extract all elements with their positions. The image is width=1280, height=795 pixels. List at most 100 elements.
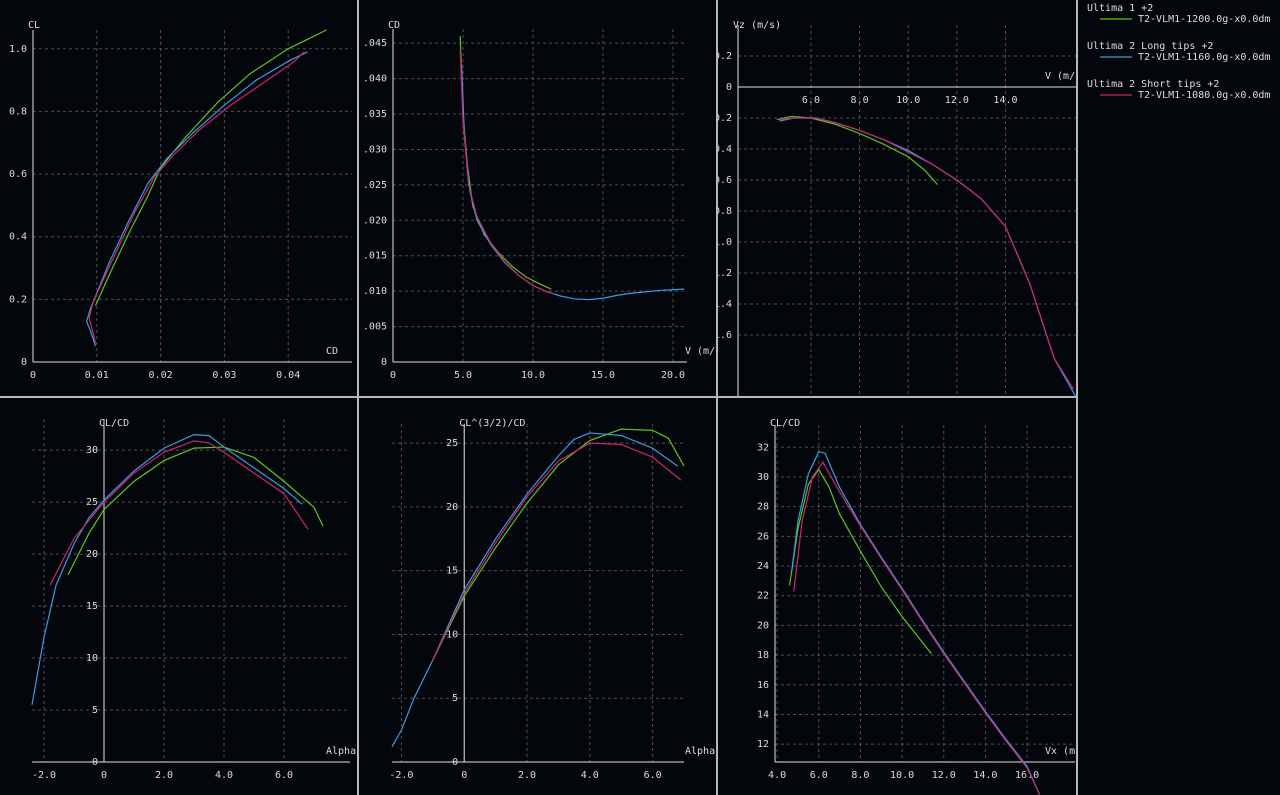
x-tick-label: 6.0 [810, 770, 828, 781]
series-line [31, 433, 303, 705]
y-tick-label: 32 [757, 442, 769, 453]
y-tick-label: 0 [726, 82, 732, 93]
y-tick-label: 20 [86, 549, 98, 560]
y-tick-label: 0.4 [714, 144, 732, 155]
x-tick-label: 20.0 [661, 370, 685, 381]
legend: Ultima 1 +2T2-VLM1-1200.0g-x0.0dm Ultima … [1087, 3, 1270, 101]
x-tick-label: 16.0 [1015, 770, 1039, 781]
series-line [67, 446, 324, 576]
x-tick-label: 0 [461, 770, 467, 781]
y-tick-label: 0.6 [9, 169, 27, 180]
y-tick-label: 0.2 [714, 113, 732, 124]
y-tick-label: .045 [363, 38, 387, 49]
x-tick-label: 0 [30, 370, 36, 381]
x-tick-label: 0 [390, 370, 396, 381]
x-tick-label: 0.04 [276, 370, 300, 381]
y-tick-label: .020 [363, 215, 387, 226]
y-tick-label: 28 [757, 502, 769, 513]
y-tick-label: 15 [86, 601, 98, 612]
series-line [391, 432, 679, 747]
series-line [88, 51, 305, 344]
y-tick-label: 0.2 [9, 294, 27, 305]
x-axis-label: V (m/ [1045, 71, 1075, 82]
y-tick-label: 20 [757, 620, 769, 631]
x-tick-label: 0.03 [212, 370, 236, 381]
x-tick-label: 0.02 [149, 370, 173, 381]
chart-panel: 0 .005 .010 .015 .020 .025 .030 .035 .040 .045 0 5.… [363, 20, 715, 381]
y-tick-label: 1.0 [714, 237, 732, 248]
series-line [793, 460, 1041, 795]
y-tick-label: 12 [757, 739, 769, 750]
chart-panel: -0.2 0 0.2 0.4 0.6 0.8 1.0 1.2 1.4 1.6 6.0 8.0 10.0 1… [708, 20, 1076, 396]
x-tick-label: 15.0 [591, 370, 615, 381]
y-tick-label: 0.8 [9, 106, 27, 117]
x-tick-label: 14.0 [993, 95, 1017, 106]
y-tick-label: 25 [86, 497, 98, 508]
y-tick-label: 25 [446, 438, 458, 449]
y-tick-label: 1.4 [714, 299, 732, 310]
series-line [85, 51, 308, 347]
x-axis-label: V (m/ [685, 346, 715, 357]
y-tick-label: .030 [363, 144, 387, 155]
series-line [461, 64, 685, 301]
x-axis-label: CD [326, 346, 338, 357]
x-tick-label: 2.0 [518, 770, 536, 781]
y-tick-label: 0.4 [9, 232, 27, 243]
x-tick-label: 5.0 [454, 370, 472, 381]
y-tick-label: 16 [757, 680, 769, 691]
x-tick-label: -2.0 [389, 770, 413, 781]
legend-title: Ultima 2 Long tips +2 [1087, 41, 1213, 52]
y-tick-label: 22 [757, 591, 769, 602]
series-line [779, 117, 1075, 390]
y-tick-label: .015 [363, 251, 387, 262]
y-axis-label: CD [388, 20, 400, 31]
y-tick-label: 18 [757, 650, 769, 661]
legend-label: T2-VLM1-1200.0g-x0.0dm [1138, 14, 1270, 25]
y-axis-label: CL^(3/2)/CD [459, 418, 525, 429]
series-line [788, 468, 932, 655]
x-tick-label: 4.0 [581, 770, 599, 781]
y-tick-label: .035 [363, 109, 387, 120]
series-line [459, 50, 555, 295]
x-tick-label: 10.0 [521, 370, 545, 381]
y-tick-label: 14 [757, 709, 769, 720]
x-axis-label: Alpha [326, 746, 356, 757]
series-line [432, 442, 682, 661]
x-tick-label: 0 [101, 770, 107, 781]
y-tick-label: .040 [363, 74, 387, 85]
x-tick-label: 12.0 [932, 770, 956, 781]
y-tick-label: .010 [363, 286, 387, 297]
x-axis-label: Alpha [685, 746, 715, 757]
y-tick-label: 1.6 [714, 330, 732, 341]
y-tick-label: 0.6 [714, 175, 732, 186]
y-axis-label: Vz (m/s) [733, 20, 781, 31]
x-tick-label: 2.0 [155, 770, 173, 781]
y-tick-label: 1.0 [9, 44, 27, 55]
x-tick-label: 12.0 [945, 95, 969, 106]
x-axis-label: Vx (m [1045, 746, 1075, 757]
x-tick-label: 14.0 [973, 770, 997, 781]
chart-panel: 0 0.2 0.4 0.6 0.8 1.0 0 0.01 0.02 0.03 0.04 CL CD [9, 20, 352, 381]
y-tick-label: 5 [92, 705, 98, 716]
y-axis-label: CL [28, 20, 40, 31]
y-tick-label: 30 [757, 472, 769, 483]
x-tick-label: 6.0 [275, 770, 293, 781]
y-tick-label: 0 [381, 357, 387, 368]
legend-title: Ultima 1 +2 [1087, 3, 1153, 14]
y-tick-label: 20 [446, 502, 458, 513]
x-tick-label: 10.0 [896, 95, 920, 106]
y-tick-label: -0.2 [708, 51, 732, 62]
x-tick-label: 0.01 [85, 370, 109, 381]
y-tick-label: 15 [446, 566, 458, 577]
y-tick-label: 26 [757, 531, 769, 542]
y-axis-label: CL/CD [770, 418, 800, 429]
legend-label: T2-VLM1-1080.0g-x0.0dm [1138, 90, 1270, 101]
y-tick-label: 24 [757, 561, 769, 572]
y-axis-label: CL/CD [99, 418, 129, 429]
series-line [791, 451, 1041, 795]
x-tick-label: 6.0 [802, 95, 820, 106]
x-tick-label: -2.0 [32, 770, 56, 781]
